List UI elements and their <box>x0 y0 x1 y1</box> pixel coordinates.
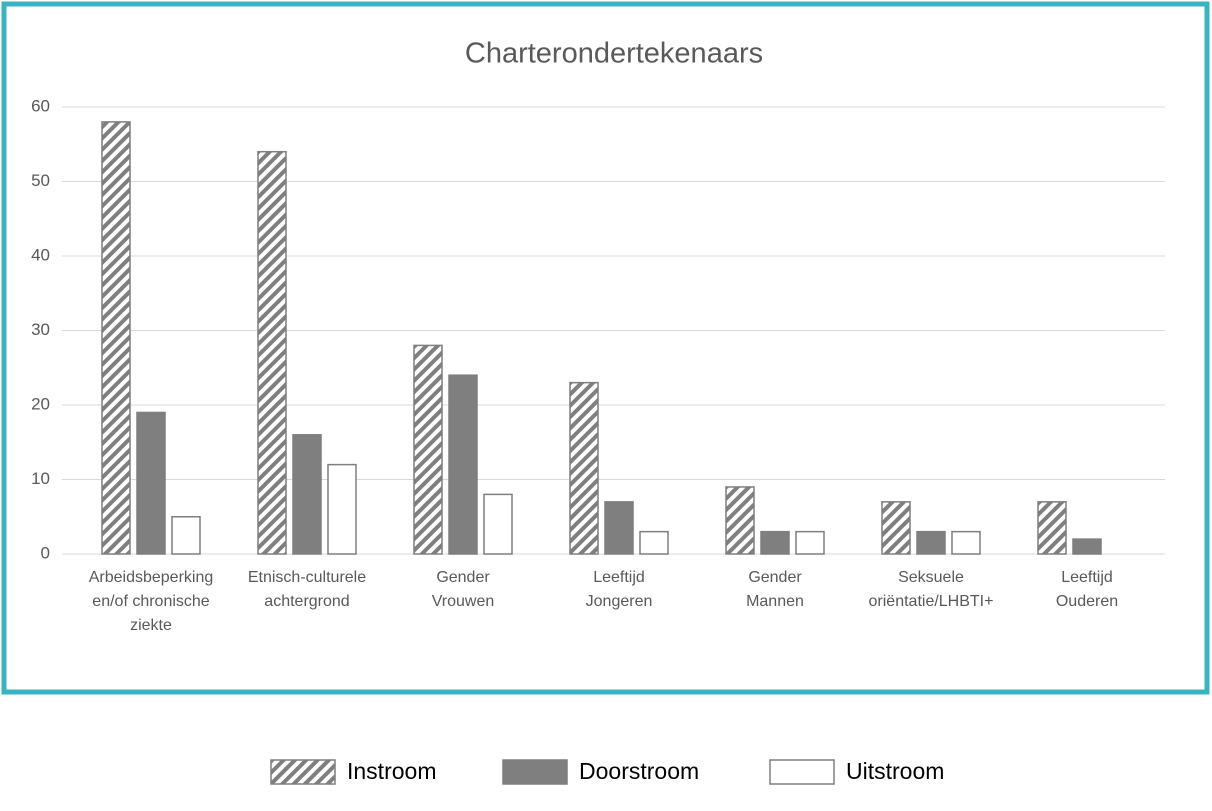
x-tick-label: Leeftijd Jongeren <box>585 569 653 610</box>
legend-label: Instroom <box>347 758 436 784</box>
y-tick-label: 40 <box>31 245 50 264</box>
x-tick-label: Arbeidsbeperking en/of chronische ziekte <box>88 569 214 634</box>
x-tick-label: Etnisch-culturele achtergrond <box>247 569 367 610</box>
y-tick-label: 30 <box>31 320 50 339</box>
bar <box>1037 501 1067 555</box>
bar <box>292 434 322 555</box>
bar <box>639 530 669 555</box>
x-tick-label: Gender Mannen <box>746 569 804 610</box>
bar <box>136 411 166 555</box>
bar <box>951 530 981 555</box>
bar <box>448 374 478 555</box>
bar <box>257 150 287 555</box>
legend-label: Doorstroom <box>579 758 699 784</box>
y-tick-label: 50 <box>31 171 50 190</box>
bar <box>1072 538 1102 555</box>
x-tick-label: Seksuele oriëntatie/LHBTI+ <box>868 569 994 610</box>
bar <box>760 530 790 555</box>
bar <box>569 381 599 555</box>
x-tick-label: Leeftijd Ouderen <box>1055 569 1119 610</box>
y-tick-label: 10 <box>31 469 50 488</box>
bar <box>327 463 357 555</box>
bar <box>171 516 201 555</box>
bar <box>881 501 911 555</box>
y-tick-label: 20 <box>31 394 50 413</box>
frame <box>1 1 1210 695</box>
bar <box>725 486 755 555</box>
bar <box>795 530 825 555</box>
bar <box>413 344 443 555</box>
legend-swatch <box>502 759 568 785</box>
x-tick-label: Gender Vrouwen <box>431 569 495 610</box>
bar <box>604 501 634 555</box>
chart-title: Charterondertekenaars <box>465 38 763 70</box>
legend-label: Uitstroom <box>846 758 944 784</box>
bar <box>483 493 513 555</box>
y-tick-label: 60 <box>31 96 50 115</box>
legend-swatch <box>769 759 835 785</box>
bar <box>916 530 946 555</box>
y-tick-label: 0 <box>41 543 50 562</box>
bar <box>101 121 131 555</box>
legend-swatch <box>270 759 336 785</box>
